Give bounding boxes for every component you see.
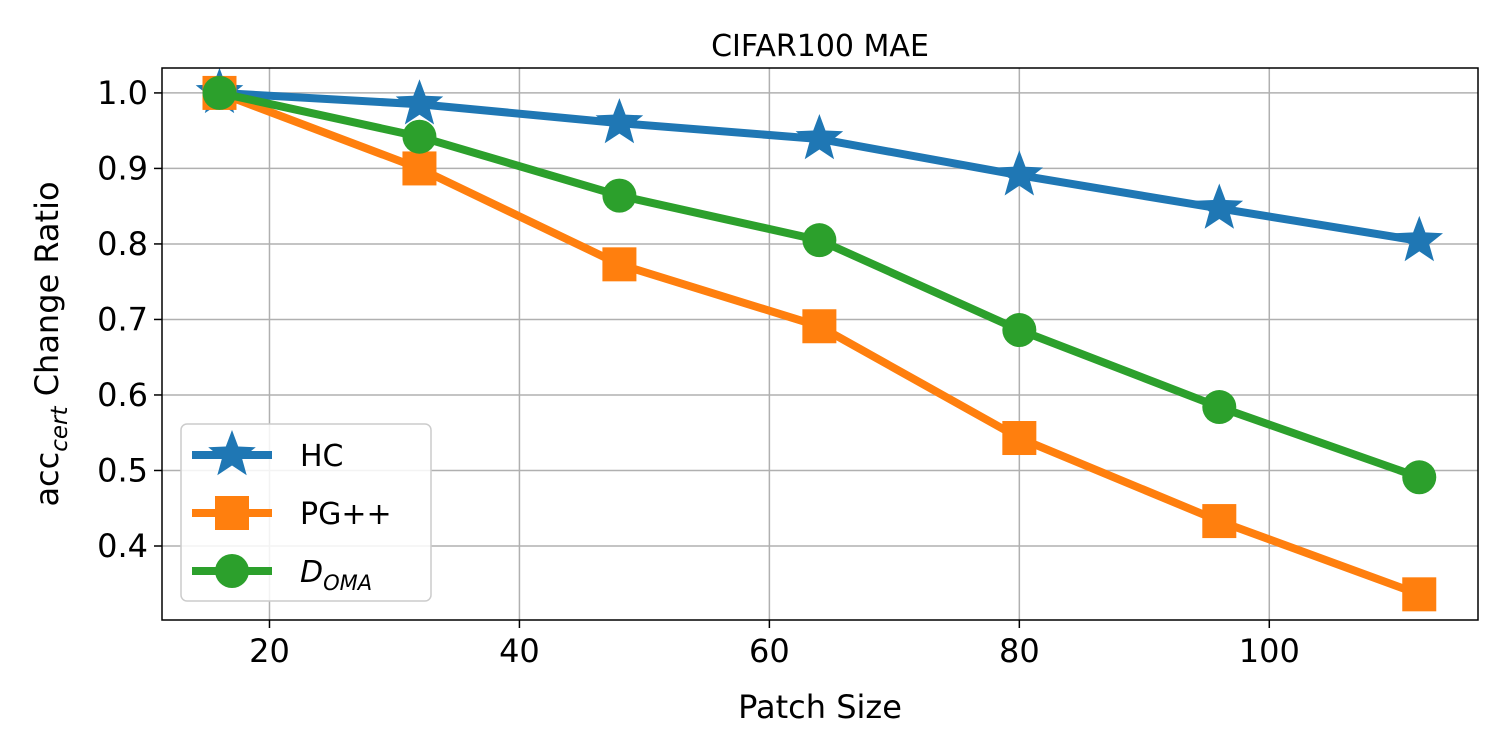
series-d-oma [202, 75, 1437, 495]
legend-circle-icon [215, 554, 249, 588]
legend-label: HC [300, 439, 344, 474]
star-marker [395, 79, 444, 125]
square-marker [1002, 421, 1037, 456]
legend-item: PG++ [192, 496, 392, 532]
circle-marker [1002, 313, 1037, 348]
square-marker [1202, 504, 1237, 539]
circle-marker [202, 75, 237, 110]
y-tick-label: 0.4 [97, 527, 148, 565]
legend-item: DOMA [192, 554, 372, 595]
x-tick-label: 80 [999, 632, 1040, 670]
circle-marker [1202, 390, 1237, 425]
x-axis-label: Patch Size [738, 688, 902, 726]
star-marker [995, 150, 1044, 196]
ticks: 20 40 60 80 100 0.4 0.5 0.6 0.7 0.8 0.9 1.0 [97, 74, 1300, 670]
legend: HC PG++ DOMA [180, 423, 432, 602]
legend-label-main: HC [300, 439, 344, 474]
series-line [218, 89, 1421, 482]
x-tick-label: 40 [499, 632, 540, 670]
y-tick-label: 0.6 [97, 376, 148, 414]
x-tick-label: 100 [1239, 632, 1300, 670]
star-marker [795, 114, 844, 160]
plot-frame [161, 67, 1479, 621]
legend-square-icon [215, 496, 249, 530]
y-tick-label: 0.7 [97, 300, 148, 338]
circle-marker [802, 223, 837, 258]
y-tick-label: 0.5 [97, 451, 148, 489]
legend-item: HC [192, 430, 344, 476]
star-marker [1395, 215, 1443, 262]
legend-label-sub: OMA [323, 571, 372, 595]
square-marker [802, 309, 837, 344]
y-axis-label: acccert Change Ratio [28, 181, 73, 506]
y-tick-label: 0.9 [97, 149, 148, 187]
legend-star-icon [208, 430, 256, 476]
legend-label: PG++ [300, 497, 392, 532]
square-marker [1402, 577, 1437, 612]
star-marker [1195, 183, 1244, 229]
series-layer [195, 67, 1443, 612]
square-marker [602, 247, 637, 282]
chart-title: CIFAR100 MAE [711, 29, 929, 64]
x-tick-label: 20 [249, 632, 290, 670]
legend-label-main: D [300, 555, 323, 590]
legend-label-main: PG++ [300, 497, 392, 532]
x-tick-label: 60 [749, 632, 790, 670]
square-marker [402, 151, 437, 186]
circle-marker [402, 119, 437, 154]
y-tick-label: 1.0 [97, 74, 148, 112]
circle-marker [602, 178, 637, 213]
y-tick-label: 0.8 [97, 225, 148, 263]
circle-marker [1402, 460, 1437, 495]
legend-label: DOMA [300, 555, 372, 595]
star-marker [595, 98, 644, 144]
